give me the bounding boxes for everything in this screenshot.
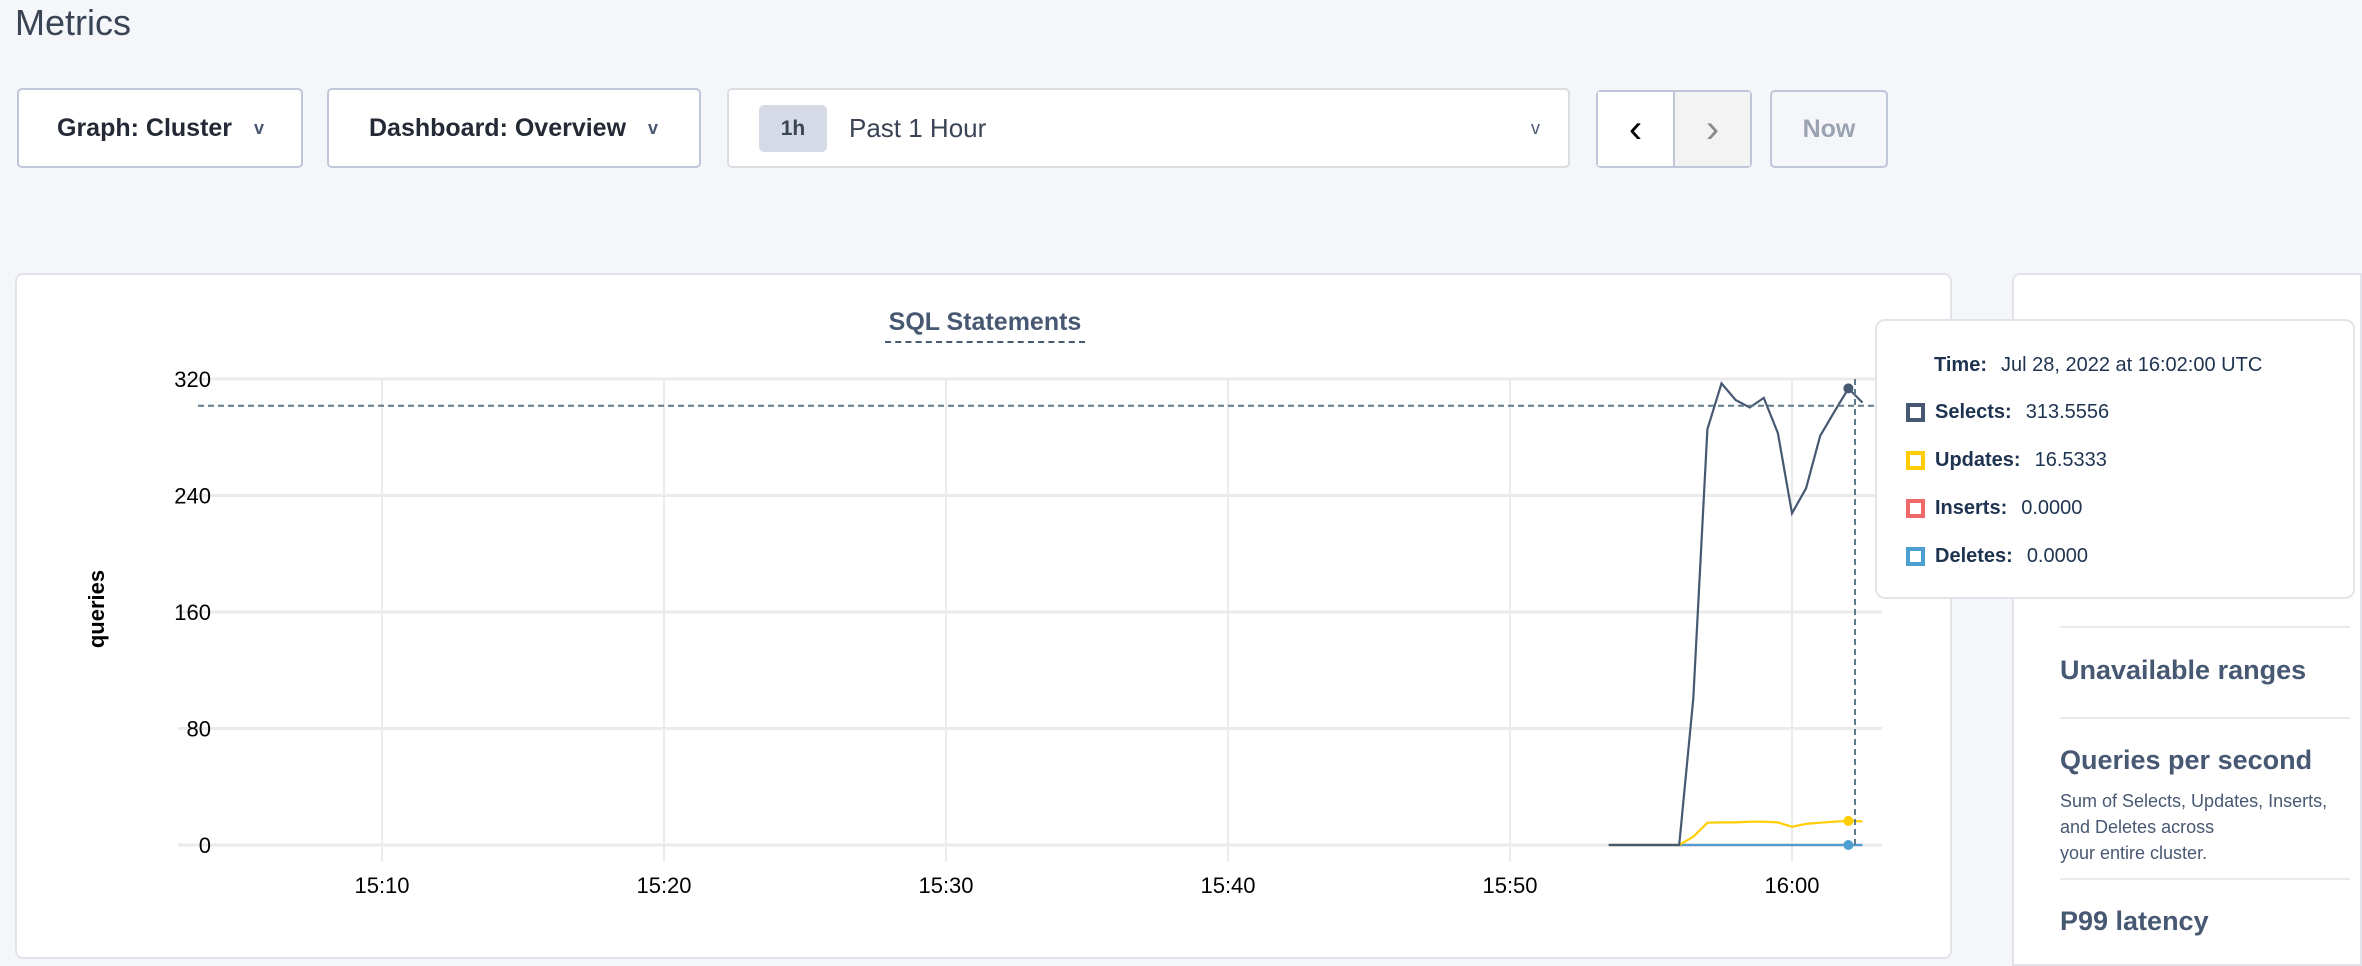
tooltip-label: Inserts: [1935, 497, 2008, 519]
side-item-title: Unavailable ranges [2060, 655, 2307, 685]
tooltip-time-value: Jul 28, 2022 at 16:02:00 UTC [2000, 354, 2263, 376]
side-item-desc-line: Sum of Selects, Updates, Inserts, and De… [2060, 791, 2328, 837]
deletes-hover-point [1843, 840, 1854, 850]
divider [2060, 717, 2350, 719]
x-tick-label: 15:50 [1482, 873, 1537, 898]
time-range-chip: 1h [759, 105, 827, 152]
graph-select[interactable]: Graph: Cluster v [17, 88, 303, 168]
y-tick-label: 240 [174, 484, 211, 509]
time-range-select[interactable]: 1h Past 1 Hour v [727, 88, 1570, 168]
selects-swatch-icon [1906, 403, 1925, 422]
updates-line [1608, 819, 1863, 847]
x-tick-label: 15:10 [354, 873, 409, 898]
chevron-down-icon: v [254, 117, 265, 138]
chevron-down-icon: v [1531, 117, 1540, 138]
tooltip-label: Deletes: [1935, 545, 2013, 567]
side-item-title: P99 latency [2060, 906, 2209, 936]
chart-title[interactable]: SQL Statements [885, 308, 1085, 343]
time-nav: ‹ › [1596, 90, 1752, 168]
tooltip-value: 0.0000 [2026, 545, 2088, 567]
tooltip-value: 16.5333 [2034, 449, 2107, 471]
now-button[interactable]: Now [1770, 90, 1888, 168]
chart-tooltip: Time: Jul 28, 2022 at 16:02:00 UTC Select… [1875, 319, 2355, 599]
inserts-swatch-icon [1906, 499, 1925, 518]
tooltip-value: 313.5556 [2025, 401, 2110, 423]
x-tick-label: 15:20 [636, 873, 691, 898]
y-tick-label: 80 [187, 717, 211, 742]
deletes-swatch-icon [1906, 547, 1925, 566]
x-tick-label: 15:30 [918, 873, 973, 898]
updates-hover-point [1843, 815, 1854, 826]
chevron-down-icon: v [648, 117, 659, 138]
graph-select-label: Graph: Cluster [57, 113, 233, 142]
updates-swatch-icon [1906, 451, 1925, 470]
tooltip-label: Selects: [1935, 401, 2012, 423]
divider [2060, 878, 2350, 880]
side-item-desc-line: your entire cluster. [2060, 843, 2208, 863]
y-tick-label: 160 [174, 600, 211, 625]
y-tick-label: 0 [199, 833, 211, 858]
tooltip-time-label: Time: [1934, 354, 1987, 376]
divider [2060, 626, 2350, 628]
chevron-right-icon[interactable]: › [1675, 92, 1750, 166]
chevron-left-icon[interactable]: ‹ [1598, 92, 1675, 166]
x-tick-label: 16:00 [1764, 873, 1819, 898]
time-range-label: Past 1 Hour [849, 112, 987, 143]
x-tick-label: 15:40 [1200, 873, 1255, 898]
side-item-title: Queries per second [2060, 745, 2313, 775]
tooltip-value: 0.0000 [2021, 497, 2083, 519]
dashboard-select-label: Dashboard: Overview [369, 113, 627, 142]
page-title: Metrics [15, 2, 131, 43]
dashboard-select[interactable]: Dashboard: Overview v [327, 88, 701, 168]
selects-hover-point [1843, 383, 1854, 394]
side-item-desc: Sum of Selects, Updates, Inserts, and De… [2060, 788, 2350, 866]
tooltip-label: Updates: [1935, 449, 2021, 471]
y-tick-label: 320 [174, 367, 211, 392]
selects-line [1608, 381, 1864, 847]
